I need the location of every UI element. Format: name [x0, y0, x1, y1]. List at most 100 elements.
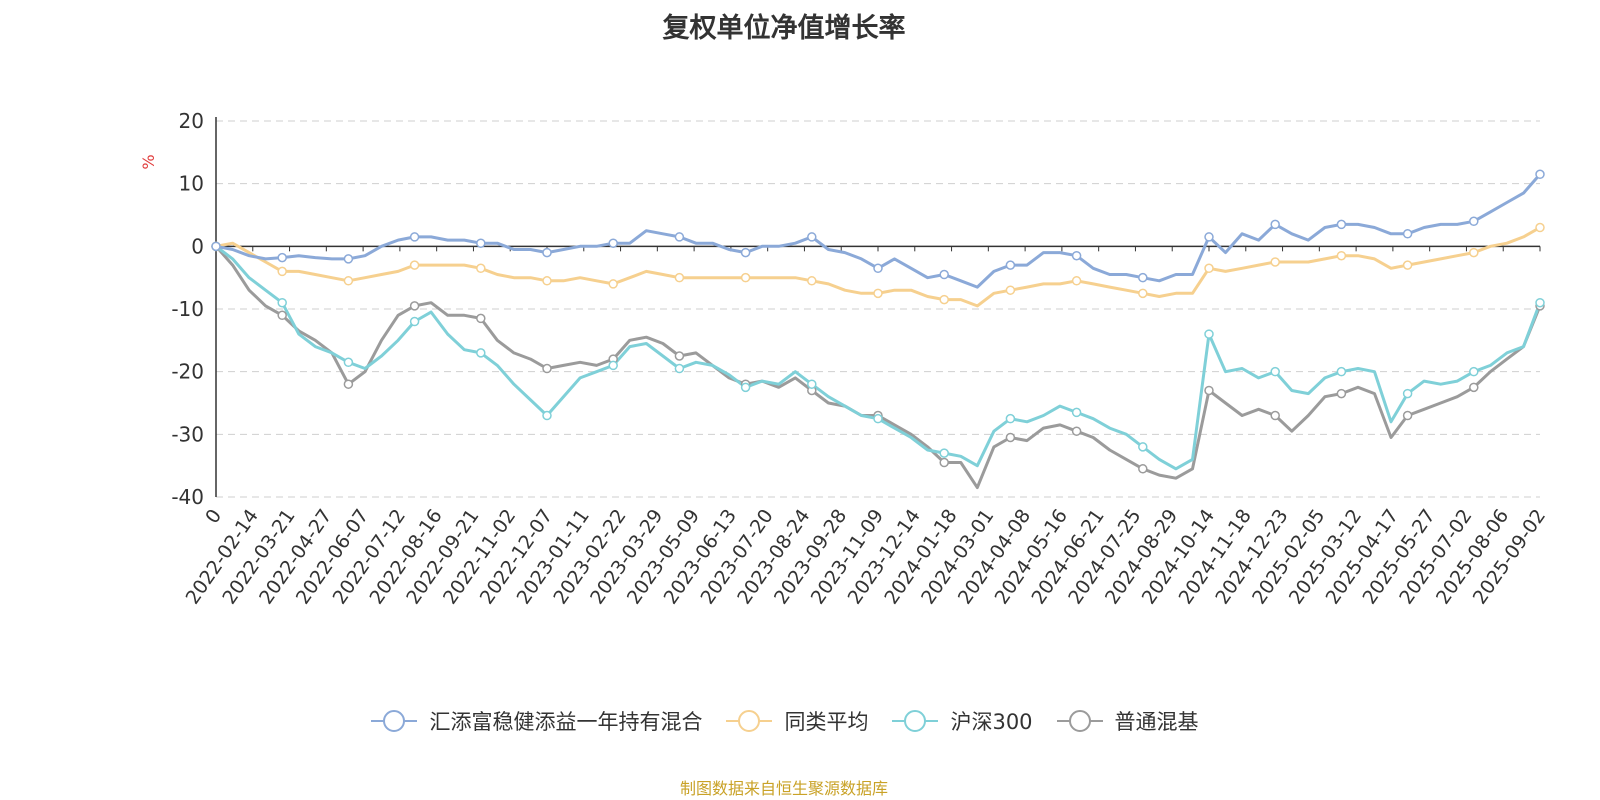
series-point: [1071, 276, 1082, 286]
series-point: [873, 413, 883, 424]
series-point: [1402, 388, 1413, 399]
series-point: [1204, 329, 1214, 339]
legend-series-fund-icon: [371, 710, 418, 732]
series-point: [343, 276, 354, 286]
series-point: [1336, 388, 1347, 399]
series-point: [1204, 263, 1214, 274]
series-point: [740, 272, 751, 283]
series-point: [1005, 285, 1016, 295]
legend-label: 汇添富稳健添益一年持有混合: [429, 710, 703, 734]
series-point: [542, 363, 552, 374]
series-point: [1138, 272, 1148, 283]
series-point: [1005, 413, 1016, 424]
series-point: [740, 247, 751, 258]
series-point: [1270, 257, 1280, 267]
series-point: [277, 297, 287, 308]
series-point: [608, 360, 618, 371]
series-point: [476, 348, 486, 358]
series-point: [409, 260, 420, 270]
series-point: [1005, 432, 1016, 443]
legend-label: 沪深300: [950, 710, 1033, 734]
series-point: [873, 288, 883, 299]
series-point: [674, 232, 685, 242]
line-chart: 20100-10-20-30-4002022-02-142022-03-2120…: [139, 109, 1550, 608]
series-point: [1402, 260, 1413, 270]
series-point: [1204, 385, 1214, 396]
legend-label: 普通混基: [1114, 710, 1199, 734]
series-point: [542, 247, 552, 258]
series-point: [277, 266, 287, 277]
series-point: [343, 357, 354, 368]
legend-item-mixed-fund[interactable]: 普通混基: [1055, 706, 1199, 736]
series-layer: [211, 169, 1545, 490]
series-point: [608, 279, 618, 289]
series-point: [1204, 232, 1214, 242]
series-point: [476, 263, 486, 274]
legend: 汇添富稳健添益一年持有混合 同类平均 沪深300 普通混基: [0, 706, 1568, 736]
series-point: [1071, 250, 1082, 261]
series-point: [1138, 288, 1148, 299]
series-point: [476, 238, 486, 248]
series-point: [1336, 219, 1347, 230]
series-point: [476, 313, 486, 324]
legend-series-csi300-icon: [892, 710, 939, 732]
series-point: [1336, 366, 1347, 377]
series-point: [1469, 247, 1479, 258]
series-point: [807, 379, 817, 389]
series-point: [1336, 250, 1347, 261]
series-point: [674, 272, 685, 283]
series-point: [674, 351, 685, 361]
series-point: [608, 238, 618, 248]
y-tick-label: -30: [171, 422, 204, 446]
series-point: [1270, 410, 1280, 421]
chart-title: 复权单位净值增长率: [662, 13, 906, 44]
series-point: [1270, 219, 1280, 230]
series-point: [277, 252, 287, 263]
legend-item-csi300[interactable]: 沪深300: [890, 706, 1033, 736]
series-point: [674, 363, 685, 374]
series-point: [1535, 169, 1545, 180]
y-tick-label: -20: [171, 360, 204, 384]
y-tick-label: -10: [171, 297, 204, 321]
y-tick-label: -40: [171, 485, 204, 509]
legend-item-fund[interactable]: 汇添富稳健添益一年持有混合: [369, 706, 702, 736]
series-point: [1469, 382, 1479, 393]
data-source-note: 制图数据来自恒生聚源数据库: [679, 779, 888, 798]
series-point: [1071, 407, 1082, 418]
series-point: [409, 232, 420, 242]
series-point: [1469, 366, 1479, 377]
series-point: [542, 276, 552, 286]
series-point: [807, 232, 817, 242]
series-point: [277, 310, 287, 321]
series-line-2: [215, 245, 1542, 471]
series-point: [1535, 297, 1545, 308]
y-tick-label: 10: [179, 172, 204, 196]
series-point: [939, 269, 949, 280]
series-point: [939, 294, 949, 305]
grid-layer: [216, 120, 1540, 498]
series-point: [1469, 216, 1479, 227]
series-point: [409, 301, 420, 311]
series-point: [1270, 366, 1280, 377]
series-point: [343, 254, 354, 264]
series-point: [1138, 464, 1148, 474]
legend-item-peer-average[interactable]: 同类平均: [724, 706, 868, 736]
series-point: [807, 276, 817, 286]
legend-series-peer-average-icon: [726, 710, 773, 732]
legend-label: 同类平均: [784, 710, 869, 734]
series-point: [1071, 426, 1082, 436]
series-point: [873, 263, 883, 274]
series-point: [939, 457, 949, 468]
y-tick-label: 0: [191, 234, 204, 258]
series-point: [1005, 260, 1016, 270]
series-point: [1535, 222, 1545, 233]
series-point: [1138, 442, 1148, 452]
series-point: [740, 382, 751, 393]
series-point: [343, 379, 354, 389]
series-point: [211, 241, 221, 252]
series-point: [1402, 229, 1413, 239]
series-point: [542, 410, 552, 421]
y-tick-label: 20: [179, 109, 204, 133]
series-point: [1402, 410, 1413, 421]
series-point: [939, 448, 949, 458]
